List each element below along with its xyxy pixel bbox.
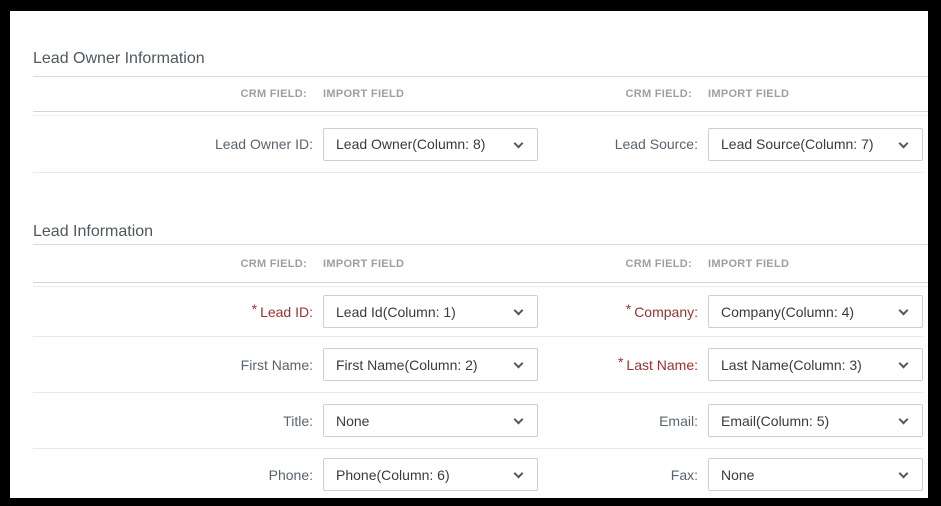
- crm-field-column-header: CRM FIELD:: [625, 88, 692, 100]
- chevron-down-icon: [513, 414, 524, 425]
- company-label: * Company:: [625, 300, 698, 320]
- lead-id-label: * Lead ID:: [251, 300, 313, 320]
- fax-label: Fax:: [670, 466, 698, 483]
- field-mapping-row: First Name: First Name(Column: 2) * Last…: [33, 337, 923, 393]
- chevron-down-icon: [513, 358, 524, 369]
- import-field-column-header: IMPORT FIELD: [708, 257, 790, 270]
- crm-field-column-header: CRM FIELD:: [240, 257, 307, 270]
- title-select[interactable]: None: [323, 404, 538, 437]
- lead-owner-id-select[interactable]: Lead Owner(Column: 8): [323, 127, 538, 161]
- required-asterisk: *: [251, 300, 258, 317]
- divider: [33, 76, 928, 77]
- lead-source-label: Lead Source:: [614, 136, 698, 152]
- field-mapping-row: * Lead ID: Lead Id(Column: 1) * Company:…: [33, 287, 923, 337]
- import-field-column-header: IMPORT FIELD: [708, 88, 790, 100]
- company-select[interactable]: Company(Column: 4): [708, 295, 923, 328]
- field-mapping-page: Lead Owner Information CRM FIELD: IMPORT…: [10, 11, 928, 498]
- first-name-select[interactable]: First Name(Column: 2): [323, 348, 538, 381]
- required-asterisk: *: [617, 353, 624, 370]
- first-name-label: First Name:: [240, 356, 313, 373]
- email-label: Email:: [659, 412, 698, 429]
- phone-label: Phone:: [268, 466, 313, 483]
- required-asterisk: *: [625, 300, 632, 317]
- divider: [33, 282, 928, 287]
- last-name-label: * Last Name:: [617, 353, 698, 373]
- chevron-down-icon: [513, 138, 524, 148]
- column-header-row: CRM FIELD: IMPORT FIELD CRM FIELD: IMPOR…: [33, 245, 923, 282]
- chevron-down-icon: [513, 468, 524, 479]
- import-field-column-header: IMPORT FIELD: [323, 257, 405, 270]
- lead-information-section: Lead Information CRM FIELD: IMPORT FIELD…: [33, 173, 928, 498]
- field-mapping-row: Title: None Email: Email(Column: 5): [33, 393, 923, 449]
- import-field-column-header: IMPORT FIELD: [323, 88, 405, 100]
- divider: [33, 244, 928, 245]
- lead-owner-information-section: Lead Owner Information CRM FIELD: IMPORT…: [33, 11, 928, 173]
- email-select[interactable]: Email(Column: 5): [708, 404, 923, 437]
- section-title: Lead Information: [33, 223, 154, 240]
- lead-source-select[interactable]: Lead Source(Column: 7): [708, 127, 923, 161]
- chevron-down-icon: [898, 138, 909, 148]
- lead-id-select[interactable]: Lead Id(Column: 1): [323, 295, 538, 328]
- chevron-down-icon: [898, 358, 909, 369]
- field-mapping-row: Lead Owner ID: Lead Owner(Column: 8) Lea…: [33, 116, 923, 173]
- last-name-select[interactable]: Last Name(Column: 3): [708, 348, 923, 381]
- column-header-row: CRM FIELD: IMPORT FIELD CRM FIELD: IMPOR…: [33, 77, 923, 111]
- section-title: Lead Owner Information: [33, 50, 205, 67]
- chevron-down-icon: [898, 305, 909, 316]
- crm-field-column-header: CRM FIELD:: [240, 88, 307, 100]
- crm-field-column-header: CRM FIELD:: [625, 257, 692, 270]
- chevron-down-icon: [513, 305, 524, 316]
- fax-select[interactable]: None: [708, 458, 923, 491]
- chevron-down-icon: [898, 414, 909, 425]
- phone-select[interactable]: Phone(Column: 6): [323, 458, 538, 491]
- lead-owner-id-label: Lead Owner ID:: [214, 136, 313, 152]
- title-label: Title:: [283, 412, 313, 429]
- chevron-down-icon: [898, 468, 909, 479]
- field-mapping-row: Phone: Phone(Column: 6) Fax: None: [33, 449, 923, 498]
- divider: [33, 111, 928, 116]
